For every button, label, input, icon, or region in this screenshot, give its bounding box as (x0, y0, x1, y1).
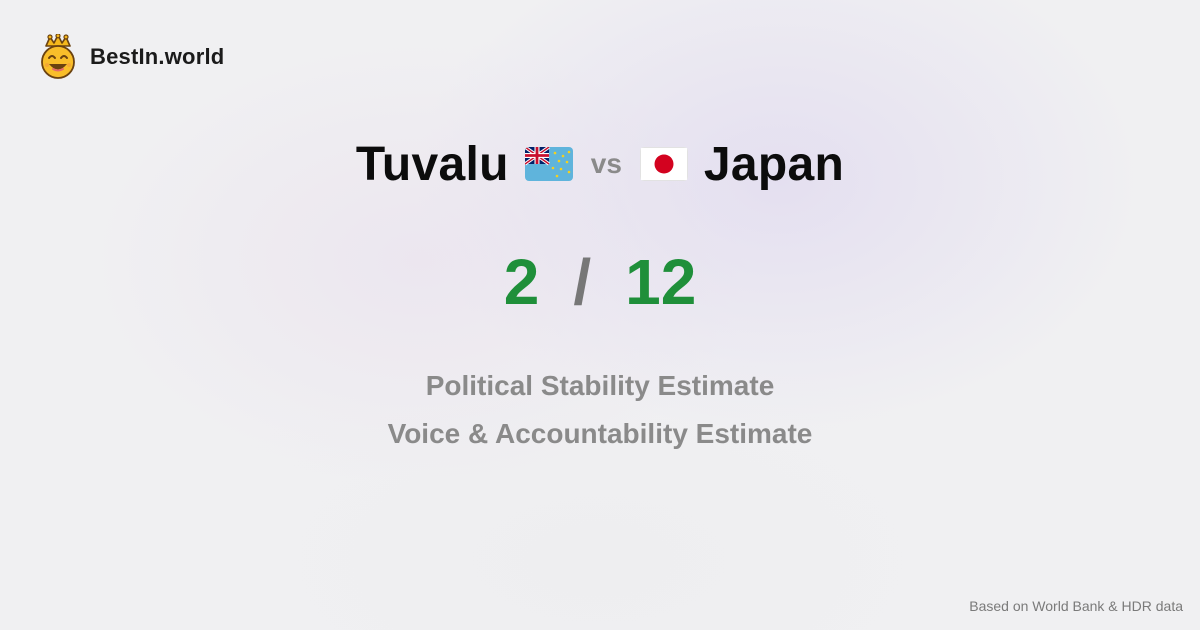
versus-label: vs (590, 148, 622, 179)
country-b-score: 12 (625, 246, 697, 318)
country-matchup: Tuvalu vs Japan (0, 134, 1200, 194)
country-b-name: Japan (703, 137, 845, 191)
crowned-smiley-icon (41, 34, 75, 79)
data-source-note: Based on World Bank & HDR data (969, 598, 1183, 614)
metric-list: Political Stability Estimate Voice & Acc… (0, 362, 1200, 458)
country-a-name: Tuvalu (355, 137, 509, 191)
metric-item: Voice & Accountability Estimate (387, 418, 813, 449)
japan-flag-icon (639, 147, 688, 181)
score-separator: / (573, 246, 592, 318)
country-a-score: 2 (503, 246, 540, 318)
brand-header[interactable]: BestIn.world (38, 34, 224, 80)
metric-item: Political Stability Estimate (425, 370, 775, 401)
score-comparison: 2 / 12 (0, 244, 1200, 320)
tuvalu-flag-icon (524, 147, 573, 181)
brand-name[interactable]: BestIn.world (90, 44, 225, 69)
